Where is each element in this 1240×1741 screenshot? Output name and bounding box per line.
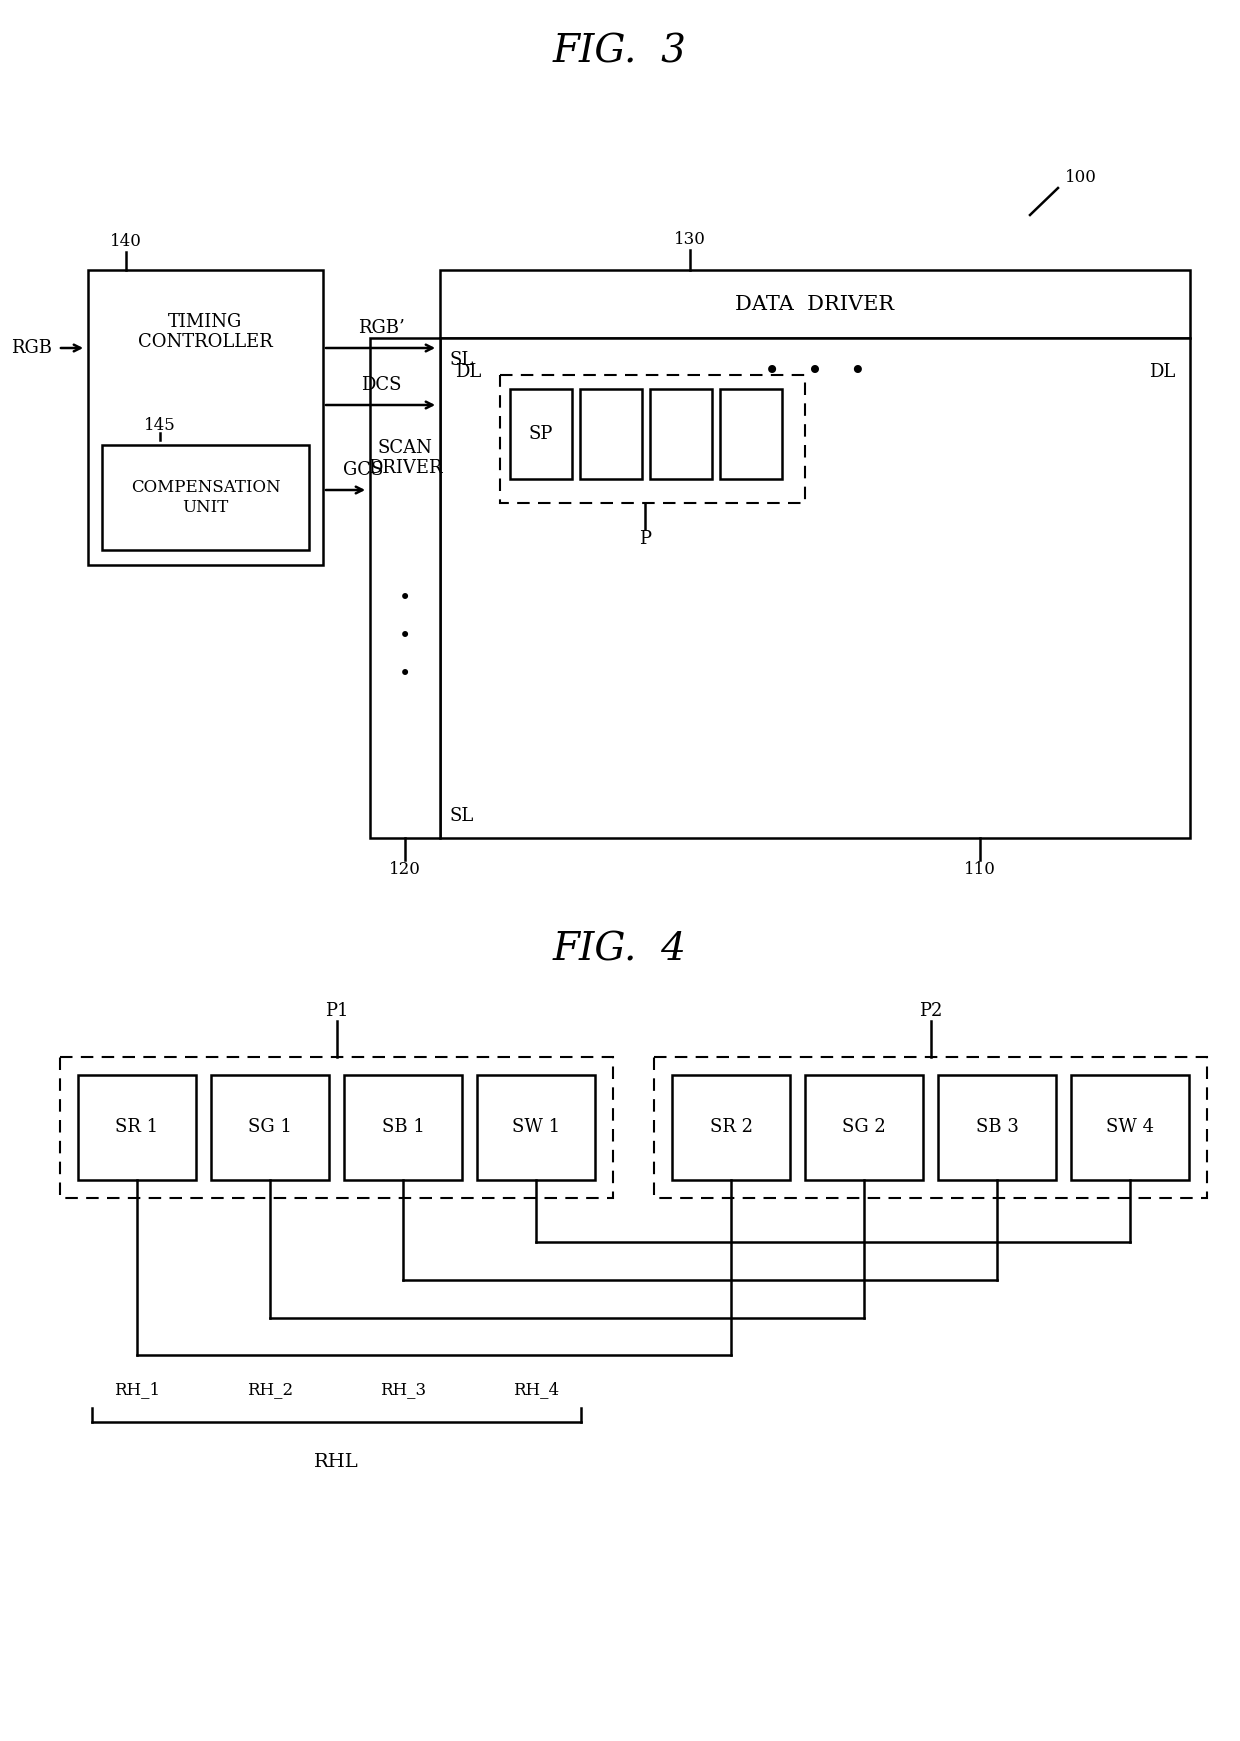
Text: •   •   •: • • • — [764, 359, 866, 385]
Text: SW 4: SW 4 — [1106, 1118, 1154, 1137]
Text: FIG.  4: FIG. 4 — [553, 931, 687, 968]
Bar — [78, 1074, 196, 1180]
Text: 120: 120 — [389, 862, 420, 879]
Bar — [580, 388, 642, 479]
Text: SW 1: SW 1 — [512, 1118, 560, 1137]
Text: SG 2: SG 2 — [842, 1118, 885, 1137]
Text: 130: 130 — [675, 232, 706, 249]
Bar — [1071, 1074, 1189, 1180]
Bar — [510, 388, 572, 479]
Bar — [805, 1074, 923, 1180]
Text: FIG.  3: FIG. 3 — [553, 33, 687, 70]
Text: 110: 110 — [963, 862, 996, 879]
Bar — [102, 446, 309, 550]
Text: DL: DL — [1149, 364, 1176, 381]
Text: •: • — [399, 588, 412, 608]
Text: •: • — [399, 663, 412, 684]
Text: SL: SL — [450, 808, 474, 825]
Bar — [343, 1074, 463, 1180]
Text: SB 3: SB 3 — [976, 1118, 1018, 1137]
Bar — [650, 388, 712, 479]
Text: SCAN
DRIVER: SCAN DRIVER — [368, 439, 443, 477]
Bar — [672, 1074, 790, 1180]
Text: •: • — [399, 627, 412, 646]
Bar — [500, 374, 805, 503]
Bar — [440, 338, 1190, 837]
Text: SP: SP — [528, 425, 553, 442]
Bar — [440, 270, 1190, 338]
Text: TIMING
CONTROLLER: TIMING CONTROLLER — [138, 313, 273, 352]
Text: 140: 140 — [110, 233, 141, 251]
Text: DL: DL — [455, 364, 481, 381]
Text: SB 1: SB 1 — [382, 1118, 424, 1137]
Bar — [720, 388, 782, 479]
Text: RH_3: RH_3 — [379, 1382, 427, 1398]
Text: SR 1: SR 1 — [115, 1118, 159, 1137]
Bar — [60, 1057, 613, 1198]
Text: RGB’: RGB’ — [358, 319, 405, 338]
Text: P1: P1 — [325, 1003, 348, 1020]
Bar — [211, 1074, 329, 1180]
Text: RH_2: RH_2 — [247, 1382, 293, 1398]
Text: DCS: DCS — [361, 376, 402, 393]
Text: 145: 145 — [144, 416, 176, 434]
Text: SR 2: SR 2 — [709, 1118, 753, 1137]
Text: P: P — [639, 529, 651, 548]
Text: RGB: RGB — [11, 339, 52, 357]
Text: P2: P2 — [919, 1003, 942, 1020]
Text: RH_4: RH_4 — [513, 1382, 559, 1398]
Text: COMPENSATION
UNIT: COMPENSATION UNIT — [130, 479, 280, 515]
Bar — [88, 270, 322, 566]
Bar — [370, 338, 440, 837]
Text: SL: SL — [450, 352, 474, 369]
Text: GCS: GCS — [343, 461, 383, 479]
Bar — [477, 1074, 595, 1180]
Bar — [653, 1057, 1207, 1198]
Text: 100: 100 — [1065, 169, 1097, 186]
Text: RH_1: RH_1 — [114, 1382, 160, 1398]
Bar — [937, 1074, 1056, 1180]
Text: RHL: RHL — [314, 1454, 358, 1471]
Text: SG 1: SG 1 — [248, 1118, 291, 1137]
Text: DATA  DRIVER: DATA DRIVER — [735, 294, 894, 313]
